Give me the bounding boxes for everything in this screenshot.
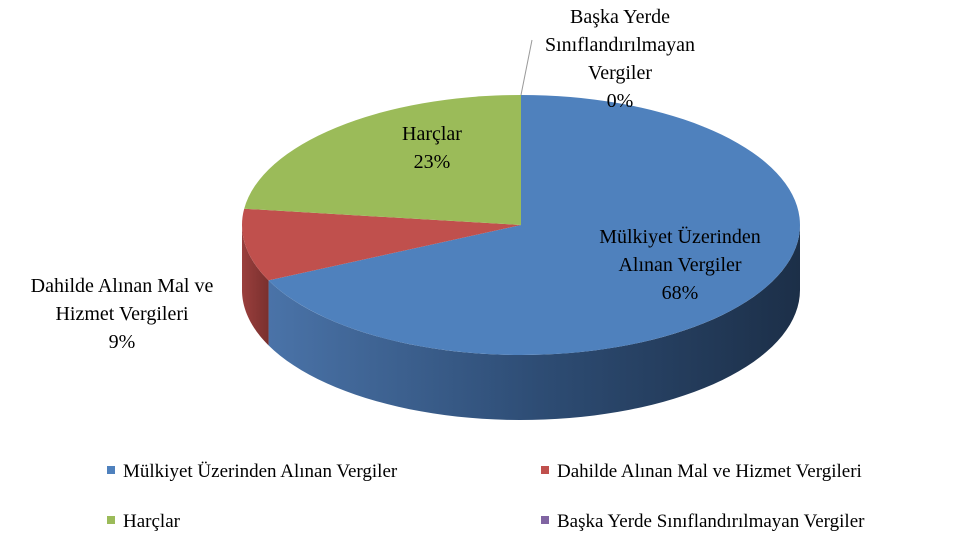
slice <box>242 208 521 281</box>
data-label: Dahilde Alınan Mal ve Hizmet Vergileri 9% <box>0 272 244 356</box>
data-label-value: 68% <box>661 282 699 304</box>
leader-line <box>520 39 533 96</box>
legend-marker <box>541 466 549 474</box>
legend-marker <box>541 516 549 524</box>
slice <box>244 95 521 225</box>
slice-side <box>242 225 269 346</box>
data-label: Mülkiyet Üzerinden Alınan Vergiler 68% <box>580 223 780 307</box>
legend-label: Mülkiyet Üzerinden Alınan Vergiler <box>123 461 398 482</box>
legend-label: Başka Yerde Sınıflandırılmayan Vergiler <box>557 511 865 532</box>
data-label-value: 9% <box>108 331 136 353</box>
legend-item: Dahilde Alınan Mal ve Hizmet Vergileri <box>541 460 862 484</box>
data-label-value: 23% <box>413 151 451 173</box>
data-label: Harçlar 23% <box>382 120 482 176</box>
legend-label: Dahilde Alınan Mal ve Hizmet Vergileri <box>557 461 862 482</box>
data-label-name: Harçlar <box>402 123 462 145</box>
slice-side <box>268 225 801 420</box>
data-label-name: Mülkiyet Üzerinden Alınan Vergiler <box>599 226 761 276</box>
data-label-name: Dahilde Alınan Mal ve Hizmet Vergileri <box>30 275 214 325</box>
slice <box>268 95 801 355</box>
legend-marker <box>107 466 115 474</box>
legend-marker <box>107 516 115 524</box>
data-label-value: 0% <box>606 90 634 112</box>
data-label: Başka Yerde Sınıflandırılmayan Vergiler 0… <box>525 3 715 115</box>
legend-item: Başka Yerde Sınıflandırılmayan Vergiler <box>541 510 864 534</box>
legend-item: Mülkiyet Üzerinden Alınan Vergiler <box>107 460 397 484</box>
legend-label: Harçlar <box>123 511 180 532</box>
data-label-name: Başka Yerde Sınıflandırılmayan Vergiler <box>545 6 695 84</box>
legend-item: Harçlar <box>107 510 180 534</box>
